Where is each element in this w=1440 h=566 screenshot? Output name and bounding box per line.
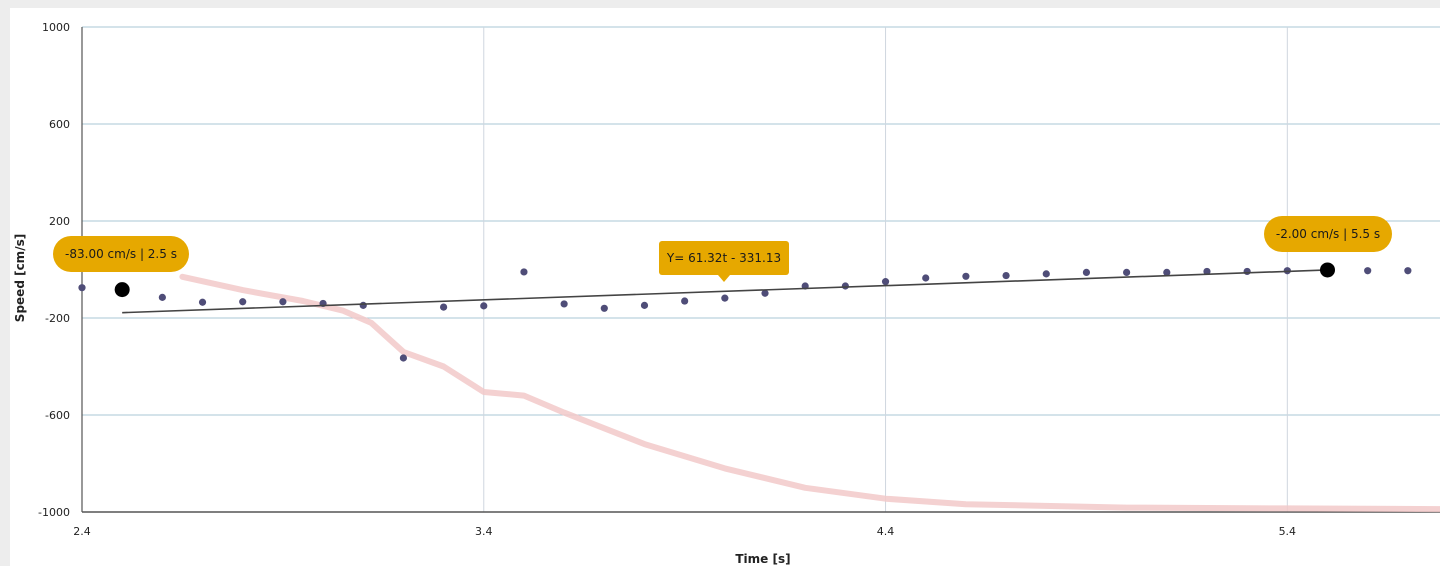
y-tick-label: 200 [49,215,70,228]
data-point [1123,268,1131,277]
data-point [1042,270,1050,278]
callouts: -83.00 cm/s | 2.5 s -2.00 cm/s | 5.5 s Y= … [53,216,1392,282]
x-tick-label: 5.4 [1279,525,1297,538]
x-tick-label: 2.4 [73,525,91,538]
position-curve [179,273,1440,513]
data-point [1364,267,1372,275]
data-point [841,282,849,290]
grid [82,26,1440,512]
callout-start: -83.00 cm/s | 2.5 s [53,236,189,272]
data-point [560,300,568,308]
data-point [239,298,247,306]
data-point [359,301,367,309]
data-point [881,278,890,286]
data-point [279,298,287,306]
selection-marker [114,282,130,298]
fit-label-callout: Y= 61.32t - 331.13 [659,241,789,282]
data-point [1243,267,1251,276]
callout-text: -83.00 cm/s | 2.5 s [65,247,177,261]
fit-line [122,269,1328,314]
y-tick-label: -1000 [38,506,70,519]
data-point [640,301,649,309]
data-point [399,354,408,362]
fit-line-layer [122,269,1328,314]
data-point [1203,267,1211,276]
fit-equation-label: Y= 61.32t - 331.13 [666,251,781,265]
data-point [78,284,86,292]
y-tick-label: 600 [49,118,70,131]
background-curve-layer [179,273,1440,513]
y-tick-label: 1000 [42,21,70,34]
data-points [78,267,1412,362]
data-point [1082,268,1091,277]
callout-end: -2.00 cm/s | 5.5 s [1264,216,1392,252]
markers [114,262,1336,298]
data-point [600,304,608,312]
x-tick-label: 3.4 [475,525,493,538]
data-point [480,302,488,310]
data-point [439,303,448,311]
data-point [681,297,689,305]
data-point [1163,268,1171,277]
selection-marker [1320,262,1336,278]
y-axis-title: Speed [cm/s] [13,234,27,322]
data-point [198,298,207,306]
data-point [520,268,528,276]
fit-label-box [659,241,789,275]
x-tick-label: 4.4 [877,525,895,538]
callout-bubble [1264,216,1392,252]
chart-panel: 1000 600 200 -200 -600 -1000 2.4 3.4 4.4 5.4 -83.… [10,8,1440,566]
fit-label-pointer [718,275,730,282]
data-point [1404,267,1412,275]
x-axis-title: Time [s] [735,552,790,566]
callout-bubble [53,236,189,272]
data-point [761,289,769,297]
y-tick-label: -600 [45,409,70,422]
callout-text: -2.00 cm/s | 5.5 s [1276,227,1380,241]
data-point [1002,271,1010,280]
y-tick-label: -200 [45,312,70,325]
data-point [962,272,970,280]
data-point [158,293,166,301]
data-point [721,294,729,302]
data-point [922,274,930,282]
